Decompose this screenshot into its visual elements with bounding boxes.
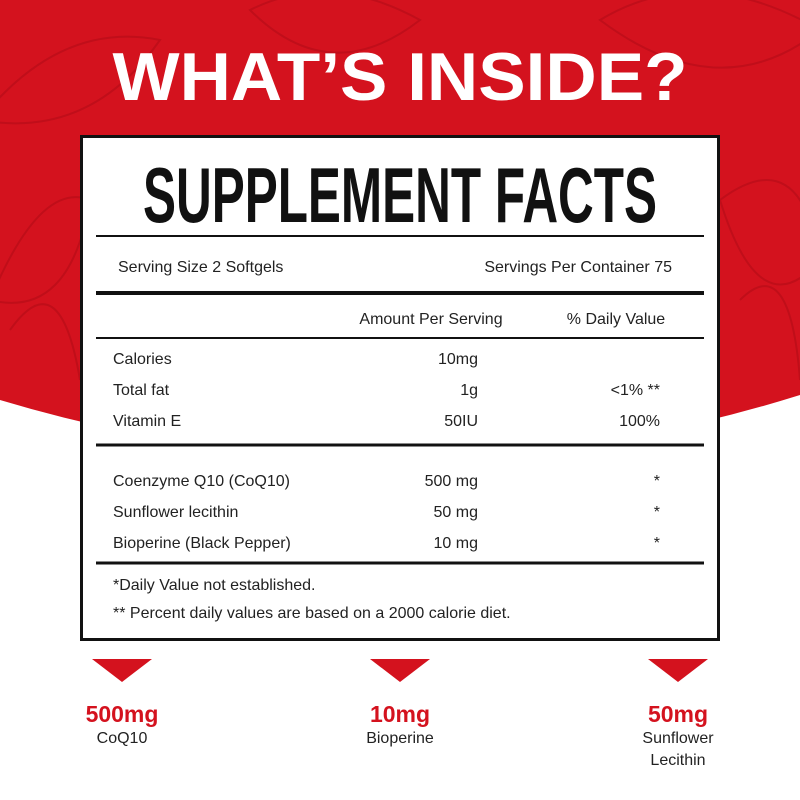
nutrient-name: Bioperine (Black Pepper) [113,535,291,552]
marker-triangle [370,659,430,682]
highlight-value: 10mg [370,701,430,727]
facts-panel [80,135,720,641]
daily-value: * [654,504,660,521]
highlight-label: Bioperine [366,730,434,747]
daily-value: * [654,535,660,552]
nutrient-name: Calories [113,351,172,368]
nutrient-name: Coenzyme Q10 (CoQ10) [113,473,290,490]
marker-triangle [648,659,708,682]
highlights: 500mg CoQ10 10mg Bioperine 50mg Sunflower Leci… [86,659,714,769]
highlight-value: 50mg [648,701,708,727]
nutrient-name: Total fat [113,382,170,399]
servings-per-container: Servings Per Container 75 [484,259,672,276]
nutrient-amount: 10mg [438,351,478,368]
leaf-pattern [0,0,800,381]
highlight-label: CoQ10 [97,730,148,747]
footnote: *Daily Value not established. [113,577,316,594]
page-title: WHAT’S INSIDE? [113,39,688,115]
highlight-label: Lecithin [650,752,705,769]
nutrient-amount: 50 mg [434,504,478,521]
daily-value: <1% ** [611,382,660,399]
nutrient-amount: 1g [460,382,478,399]
marker-triangle [92,659,152,682]
facts-title: SUPPLEMENT FACTS [143,151,657,239]
nutrient-name: Vitamin E [113,413,181,430]
footnote: ** Percent daily values are based on a 2… [113,605,511,622]
serving-size: Serving Size 2 Softgels [118,259,283,276]
highlight-value: 500mg [86,701,159,727]
nutrient-amount: 50IU [444,413,478,430]
daily-value: * [654,473,660,490]
column-header: % Daily Value [567,311,666,328]
nutrient-name: Sunflower lecithin [113,504,238,521]
column-header: Amount Per Serving [359,311,502,328]
daily-value: 100% [619,413,660,430]
facts-rows: Calories 10mg Total fat 1g <1% ** Vitamin E 50… [113,351,660,552]
nutrient-amount: 10 mg [434,535,478,552]
nutrient-amount: 500 mg [425,473,478,490]
highlight-label: Sunflower [642,730,714,747]
